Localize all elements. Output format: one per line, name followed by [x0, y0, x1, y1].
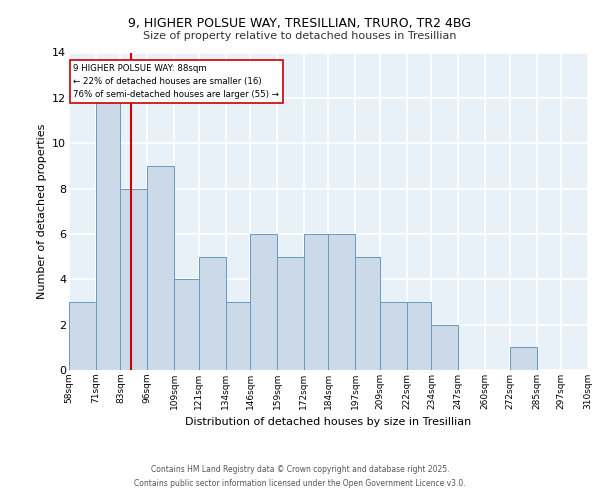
Bar	[96, 98, 121, 370]
Bar	[121, 188, 147, 370]
Bar	[174, 280, 199, 370]
Bar	[431, 324, 458, 370]
Text: 9 HIGHER POLSUE WAY: 88sqm
← 22% of detached houses are smaller (16)
76% of semi: 9 HIGHER POLSUE WAY: 88sqm ← 22% of deta…	[73, 64, 279, 99]
Bar	[510, 348, 536, 370]
Text: 9, HIGHER POLSUE WAY, TRESILLIAN, TRURO, TR2 4BG: 9, HIGHER POLSUE WAY, TRESILLIAN, TRURO,…	[128, 18, 472, 30]
Text: Contains HM Land Registry data © Crown copyright and database right 2025.
Contai: Contains HM Land Registry data © Crown c…	[134, 466, 466, 487]
Bar	[147, 166, 174, 370]
Bar	[226, 302, 250, 370]
X-axis label: Distribution of detached houses by size in Tresillian: Distribution of detached houses by size …	[185, 418, 472, 428]
Bar	[329, 234, 355, 370]
Bar	[304, 234, 329, 370]
Bar	[69, 302, 96, 370]
Bar	[277, 256, 304, 370]
Bar	[355, 256, 380, 370]
Bar	[380, 302, 407, 370]
Bar	[407, 302, 431, 370]
Bar	[250, 234, 277, 370]
Y-axis label: Number of detached properties: Number of detached properties	[37, 124, 47, 299]
Bar	[199, 256, 226, 370]
Text: Size of property relative to detached houses in Tresillian: Size of property relative to detached ho…	[143, 31, 457, 41]
